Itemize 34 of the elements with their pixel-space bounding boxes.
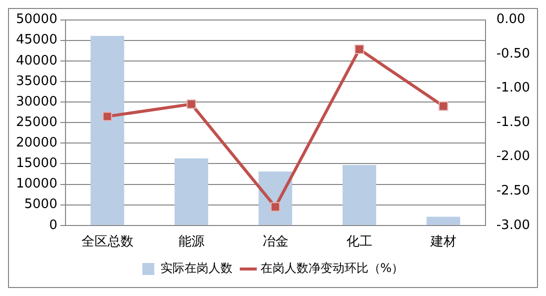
- y2-tick-label: -3.00: [496, 218, 530, 233]
- y2-tick-label: -0.50: [496, 46, 530, 62]
- y-tick-label: 10000: [16, 176, 58, 192]
- y-tick-label: 25000: [16, 114, 58, 130]
- bar: [426, 216, 460, 225]
- y-tick-label: 0: [49, 218, 58, 233]
- x-tick-label: 建材: [429, 234, 456, 250]
- y-tick-label: 20000: [16, 136, 58, 151]
- x-tick-label: 冶金: [262, 234, 288, 250]
- point: [186, 99, 196, 109]
- point: [438, 101, 448, 111]
- x-tick-label: 化工: [346, 234, 372, 250]
- bar: [90, 36, 124, 225]
- point: [270, 202, 280, 212]
- bar: [342, 164, 376, 225]
- bar: [174, 158, 208, 225]
- y2-tick-label: 0.00: [496, 12, 526, 28]
- point: [102, 112, 112, 122]
- y-tick-label: 35000: [16, 74, 58, 89]
- x-tick-label: 能源: [178, 234, 204, 250]
- point: [354, 44, 364, 54]
- y2-tick-label: -2.00: [496, 149, 530, 164]
- y2-tick-label: -1.50: [496, 114, 530, 130]
- y-tick-label: 45000: [16, 32, 58, 48]
- y-tick-label: 50000: [16, 12, 58, 28]
- y-tick-label: 30000: [16, 94, 58, 110]
- y2-tick-label: -1.00: [496, 80, 530, 96]
- y-tick-label: 40000: [16, 53, 58, 68]
- legend-label: 在岗人数净变动环比（%）: [260, 261, 404, 276]
- legend-label: 实际在岗人数: [160, 261, 232, 276]
- y-tick-label: 15000: [16, 156, 58, 172]
- y-tick-label: 5000: [24, 197, 58, 212]
- x-tick-label: 全区总数: [81, 234, 134, 250]
- y2-tick-label: -2.50: [496, 184, 530, 199]
